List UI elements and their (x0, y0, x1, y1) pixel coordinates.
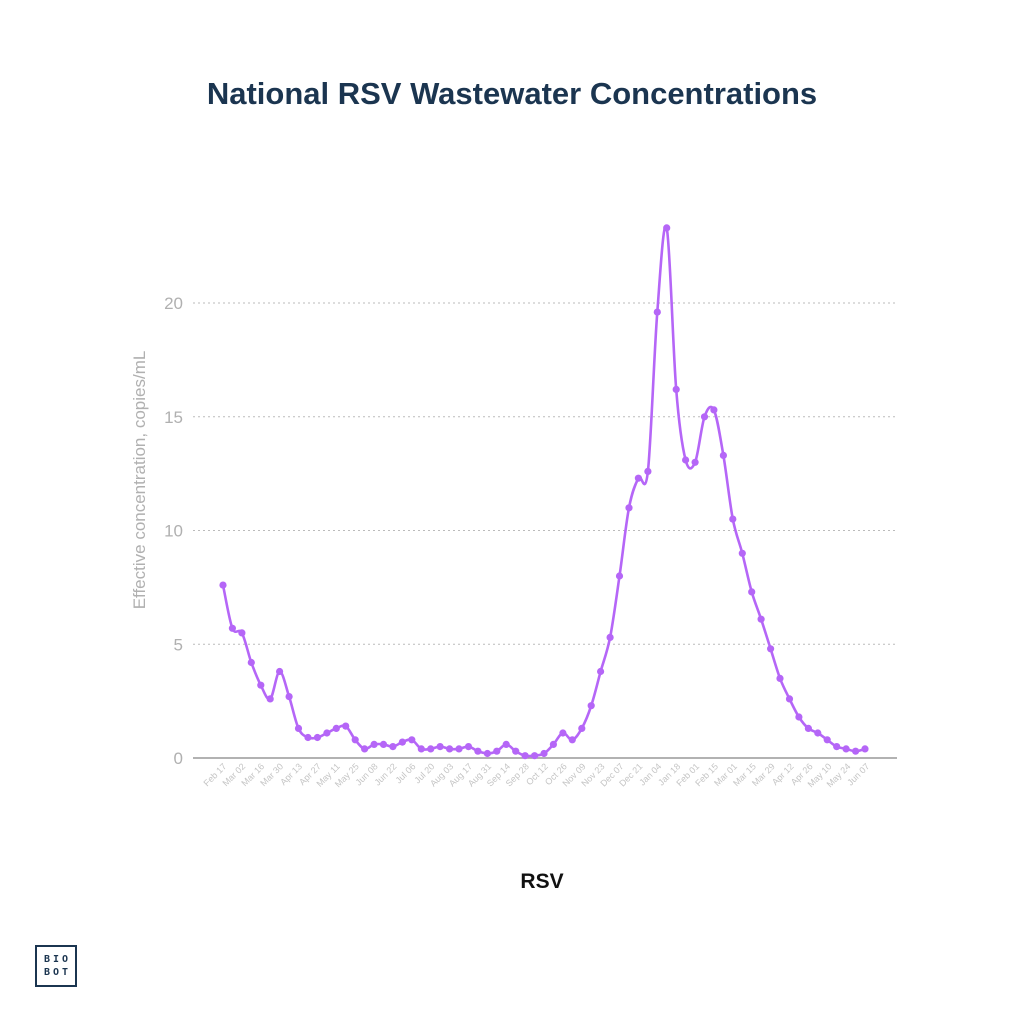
data-point (502, 740, 510, 749)
data-point (597, 667, 605, 676)
data-point (219, 581, 227, 589)
data-point (710, 406, 718, 414)
data-point (228, 624, 236, 632)
data-point (634, 474, 643, 482)
data-point (313, 733, 321, 742)
data-point (833, 743, 841, 751)
data-point (700, 413, 709, 421)
data-point (464, 743, 473, 751)
data-point (436, 743, 444, 751)
series-line (221, 224, 867, 758)
data-point (559, 729, 567, 737)
data-point (304, 733, 312, 742)
x-axis-label: RSV (520, 870, 564, 893)
data-point (257, 681, 265, 689)
data-point (408, 736, 416, 744)
data-point (361, 745, 369, 753)
y-tick-label: 20 (164, 294, 183, 313)
data-point (294, 724, 303, 733)
data-point (748, 588, 756, 596)
data-point (266, 695, 274, 703)
data-point (455, 745, 463, 753)
data-point (625, 504, 633, 512)
data-point (531, 752, 539, 760)
data-point (276, 667, 284, 676)
data-point (549, 740, 558, 749)
y-tick-label: 5 (174, 635, 183, 654)
biobot-logo: BIO BOT (35, 945, 77, 987)
series-points (219, 224, 869, 760)
data-point (653, 308, 661, 316)
data-point (370, 740, 378, 749)
data-point (738, 549, 746, 557)
data-point (446, 745, 454, 753)
data-point (644, 467, 652, 475)
data-point (719, 451, 728, 459)
data-point (379, 740, 388, 749)
data-point (323, 729, 331, 737)
data-point (776, 674, 784, 683)
data-point (285, 693, 293, 701)
data-point (483, 749, 491, 758)
data-point (682, 456, 690, 464)
data-point (672, 385, 680, 393)
logo-line-2: BOT (43, 967, 72, 978)
data-point (389, 743, 397, 751)
data-point (474, 747, 482, 755)
data-point (493, 747, 501, 755)
data-point (795, 713, 803, 721)
logo-line-1: BIO (43, 954, 72, 965)
data-point (757, 615, 765, 623)
data-point (238, 629, 246, 637)
y-tick-label: 0 (174, 749, 183, 768)
data-point (814, 729, 822, 737)
data-point (247, 658, 255, 667)
data-point (691, 458, 699, 466)
data-point (521, 752, 529, 760)
gridlines (193, 302, 897, 645)
data-point (398, 738, 406, 746)
data-point (568, 736, 576, 744)
y-tick-label: 15 (164, 408, 183, 427)
data-point (852, 747, 860, 755)
data-point (767, 645, 775, 653)
data-point (587, 702, 595, 710)
data-point (729, 515, 737, 523)
data-point (785, 695, 794, 703)
data-point (512, 747, 520, 755)
data-point (606, 633, 614, 642)
x-tick-label: Jul 06 (393, 761, 417, 785)
data-point (861, 745, 869, 753)
data-point (578, 724, 586, 733)
data-point (615, 572, 624, 580)
data-point (332, 724, 340, 733)
chart-title: National RSV Wastewater Concentrations (206, 76, 818, 111)
y-tick-labels: 0 5 10 15 20 (164, 294, 183, 768)
data-point (540, 749, 548, 758)
data-point (842, 745, 850, 753)
data-point (417, 745, 425, 753)
y-axis-label: Effective concentration, copies/mL (130, 351, 149, 610)
data-point (427, 745, 435, 753)
data-point (804, 724, 813, 733)
data-point (663, 224, 671, 232)
data-point (823, 736, 831, 744)
data-point (351, 736, 359, 744)
data-point (342, 722, 350, 730)
y-tick-label: 10 (164, 522, 183, 541)
